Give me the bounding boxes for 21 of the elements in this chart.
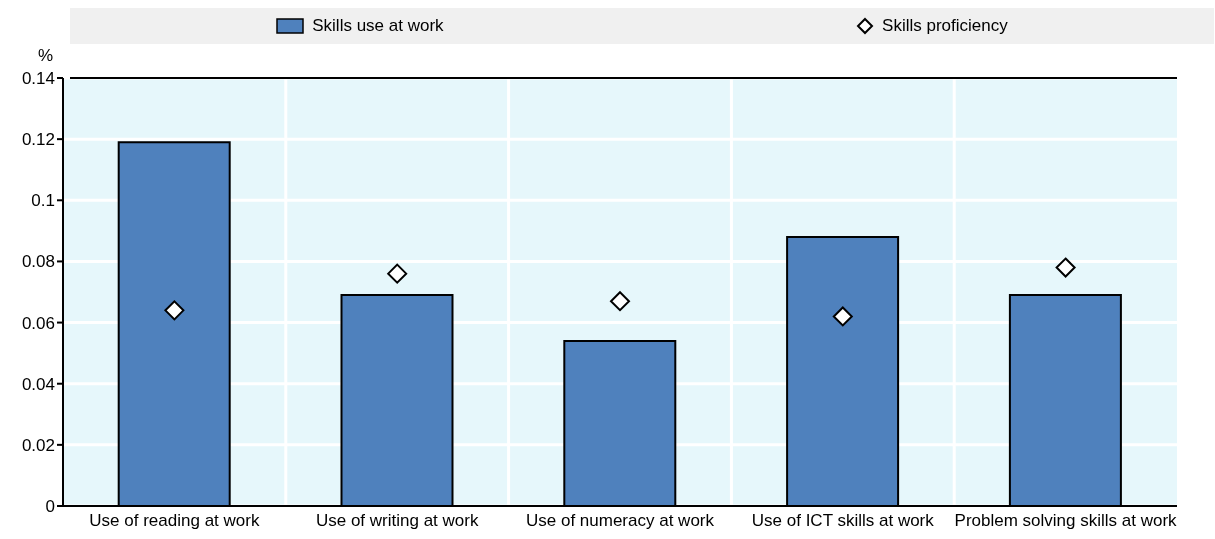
x-tick-label: Use of numeracy at work xyxy=(525,511,715,531)
legend-label: Skills proficiency xyxy=(882,16,1008,36)
y-axis-title: % xyxy=(38,46,54,66)
point xyxy=(610,291,630,312)
y-tick-label: 0.12 xyxy=(21,130,55,150)
y-tick-label: 0.1 xyxy=(31,191,55,211)
x-tick-label: Use of writing at work xyxy=(315,511,479,531)
point xyxy=(1055,257,1076,278)
y-tick-label: 0.06 xyxy=(21,313,55,333)
x-tick-label: Problem solving skills at work xyxy=(954,511,1178,531)
y-tick-label: 0.14 xyxy=(21,69,55,89)
y-tick-label: 0 xyxy=(45,497,55,517)
y-tick-label: 0.04 xyxy=(21,374,55,394)
point xyxy=(832,306,853,327)
point xyxy=(387,263,408,284)
legend-label: Skills use at work xyxy=(312,16,444,36)
x-tick-label: Use of reading at work xyxy=(89,511,260,531)
y-tick-label: 0.08 xyxy=(21,252,55,272)
y-tick-label: 0.02 xyxy=(21,435,55,455)
x-tick-label: Use of ICT skills at work xyxy=(751,511,935,531)
point xyxy=(164,300,185,321)
